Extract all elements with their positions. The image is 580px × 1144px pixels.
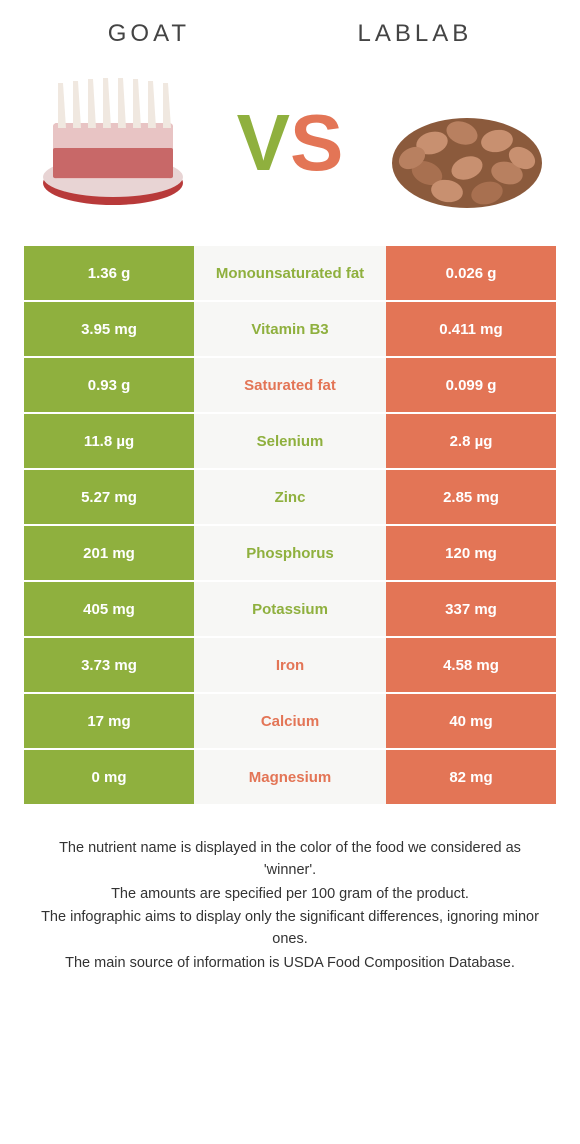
table-row: 0 mgMagnesium82 mg xyxy=(24,750,556,806)
right-value: 120 mg xyxy=(386,526,556,582)
images-row: VS xyxy=(24,68,556,218)
table-row: 201 mgPhosphorus120 mg xyxy=(24,526,556,582)
footer-line-3: The infographic aims to display only the… xyxy=(32,907,548,951)
nutrient-table: 1.36 gMonounsaturated fat0.026 g3.95 mgV… xyxy=(24,246,556,806)
left-value: 3.95 mg xyxy=(24,302,194,358)
table-row: 3.73 mgIron4.58 mg xyxy=(24,638,556,694)
header: GOAT LABLAB xyxy=(24,20,556,48)
right-value: 0.026 g xyxy=(386,246,556,302)
right-value: 337 mg xyxy=(386,582,556,638)
right-value: 82 mg xyxy=(386,750,556,806)
footer-line-1: The nutrient name is displayed in the co… xyxy=(32,838,548,882)
right-value: 2.8 µg xyxy=(386,414,556,470)
right-food-title: LABLAB xyxy=(358,20,473,48)
table-row: 3.95 mgVitamin B30.411 mg xyxy=(24,302,556,358)
left-value: 201 mg xyxy=(24,526,194,582)
table-row: 0.93 gSaturated fat0.099 g xyxy=(24,358,556,414)
left-value: 0 mg xyxy=(24,750,194,806)
nutrient-label: Zinc xyxy=(194,470,386,526)
left-value: 17 mg xyxy=(24,694,194,750)
left-food-title: GOAT xyxy=(108,20,190,48)
footer-line-4: The main source of information is USDA F… xyxy=(32,953,548,975)
nutrient-label: Magnesium xyxy=(194,750,386,806)
left-value: 3.73 mg xyxy=(24,638,194,694)
right-value: 0.411 mg xyxy=(386,302,556,358)
left-value: 1.36 g xyxy=(24,246,194,302)
left-value: 0.93 g xyxy=(24,358,194,414)
table-row: 11.8 µgSelenium2.8 µg xyxy=(24,414,556,470)
table-row: 5.27 mgZinc2.85 mg xyxy=(24,470,556,526)
lablab-image xyxy=(382,68,552,218)
footer-notes: The nutrient name is displayed in the co… xyxy=(24,838,556,975)
table-row: 405 mgPotassium337 mg xyxy=(24,582,556,638)
table-row: 17 mgCalcium40 mg xyxy=(24,694,556,750)
nutrient-label: Selenium xyxy=(194,414,386,470)
left-value: 5.27 mg xyxy=(24,470,194,526)
nutrient-label: Calcium xyxy=(194,694,386,750)
nutrient-label: Saturated fat xyxy=(194,358,386,414)
right-value: 2.85 mg xyxy=(386,470,556,526)
nutrient-label: Phosphorus xyxy=(194,526,386,582)
nutrient-label: Vitamin B3 xyxy=(194,302,386,358)
vs-label: VS xyxy=(237,97,344,189)
vs-v: V xyxy=(237,97,290,189)
nutrient-label: Monounsaturated fat xyxy=(194,246,386,302)
right-value: 0.099 g xyxy=(386,358,556,414)
goat-image xyxy=(28,68,198,218)
vs-s: S xyxy=(290,97,343,189)
right-value: 40 mg xyxy=(386,694,556,750)
left-value: 405 mg xyxy=(24,582,194,638)
footer-line-2: The amounts are specified per 100 gram o… xyxy=(32,884,548,906)
right-value: 4.58 mg xyxy=(386,638,556,694)
nutrient-label: Potassium xyxy=(194,582,386,638)
left-value: 11.8 µg xyxy=(24,414,194,470)
table-row: 1.36 gMonounsaturated fat0.026 g xyxy=(24,246,556,302)
nutrient-label: Iron xyxy=(194,638,386,694)
